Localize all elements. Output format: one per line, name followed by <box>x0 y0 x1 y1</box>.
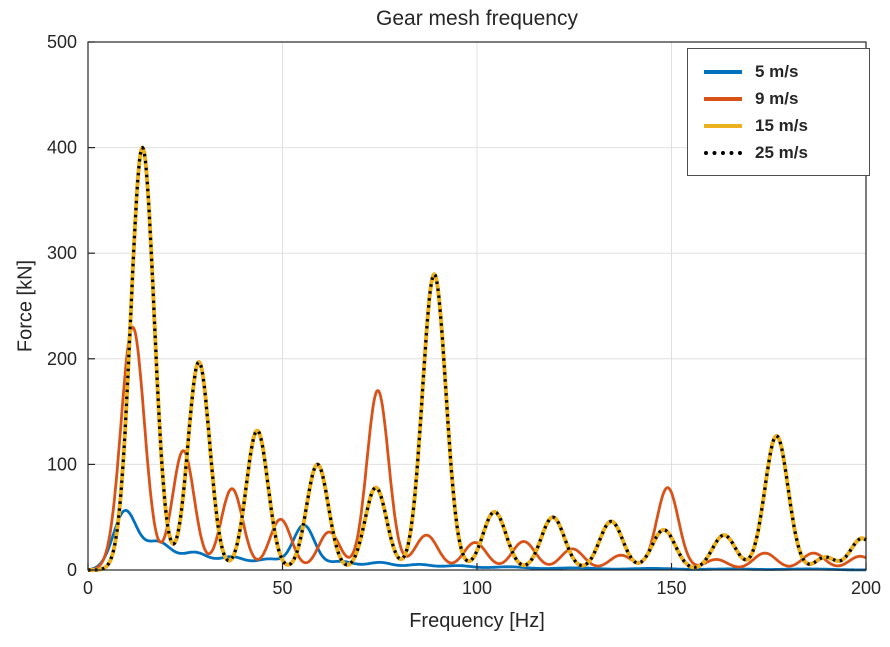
legend-item-5-m-s: 5 m/s <box>688 58 869 85</box>
legend-label-9-m-s: 9 m/s <box>755 89 799 108</box>
y-tick-label: 300 <box>47 243 77 263</box>
plot-title: Gear mesh frequency <box>376 7 578 30</box>
y-tick-label: 200 <box>47 349 77 369</box>
legend-swatch-5-m-s <box>704 69 742 74</box>
x-tick-label: 50 <box>272 578 292 598</box>
legend-item-15-m-s: 15 m/s <box>688 112 869 139</box>
legend-swatch-9-m-s <box>704 96 742 101</box>
legend-swatch-25-m-s <box>704 150 742 155</box>
legend: 5 m/s 9 m/s 15 m/s 25 m/s <box>687 48 870 176</box>
x-axis-label: Frequency [Hz] <box>409 610 545 632</box>
legend-item-9-m-s: 9 m/s <box>688 85 869 112</box>
legend-swatch-15-m-s <box>704 123 742 128</box>
y-axis-label: Force [kN] <box>14 259 37 353</box>
legend-label-5-m-s: 5 m/s <box>755 62 799 81</box>
x-tick-label: 100 <box>462 578 492 598</box>
legend-label-15-m-s: 15 m/s <box>755 116 808 135</box>
series-line-15-m-s <box>87 145 868 572</box>
legend-item-25-m-s: 25 m/s <box>688 139 869 166</box>
y-tick-label: 100 <box>47 454 77 474</box>
y-tick-label: 0 <box>67 560 77 580</box>
x-tick-label: 150 <box>656 578 686 598</box>
legend-label-25-m-s: 25 m/s <box>755 143 808 162</box>
x-tick-label: 200 <box>851 578 881 598</box>
x-tick-label: 0 <box>83 578 93 598</box>
y-tick-label: 400 <box>47 138 77 158</box>
y-tick-label: 500 <box>47 32 77 52</box>
